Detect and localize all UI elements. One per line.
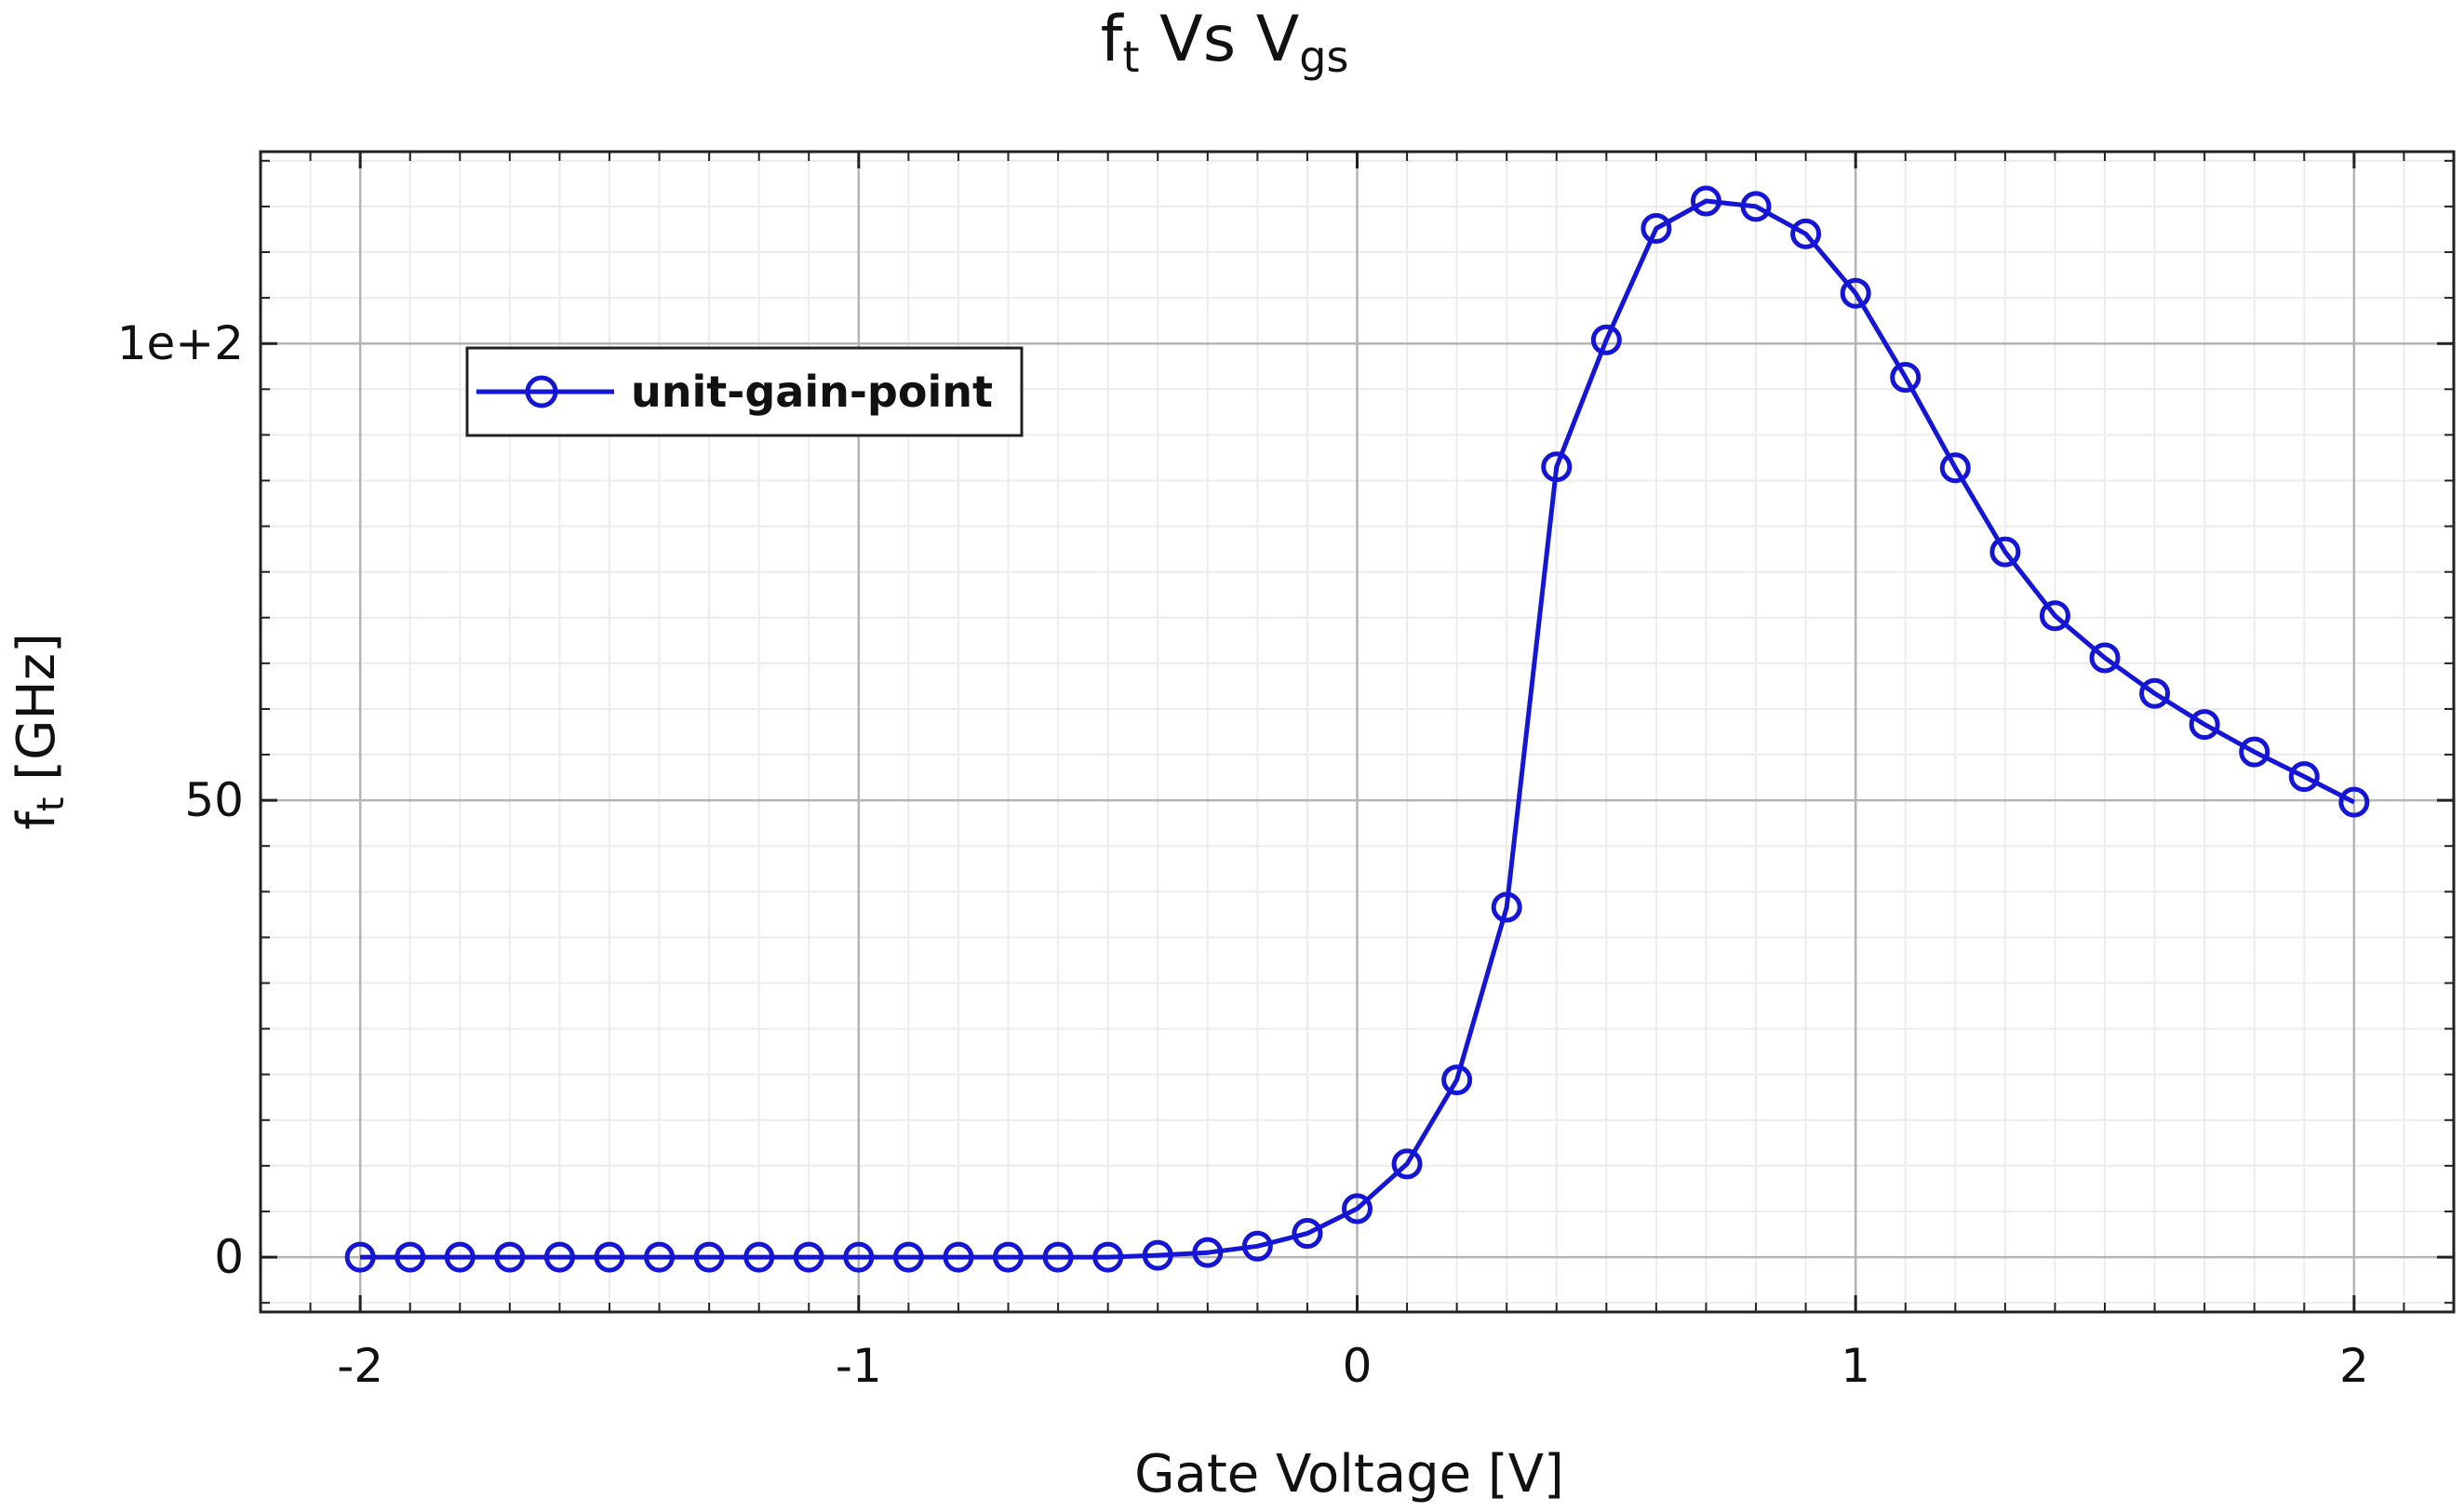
data-point <box>2239 736 2270 768</box>
data-point <box>1890 362 1922 394</box>
chart-title-main: f <box>1101 3 1125 76</box>
chart-title-main-sub: t <box>1123 32 1140 82</box>
data-point <box>1042 1241 1074 1273</box>
data-point <box>444 1241 475 1273</box>
data-point <box>1590 324 1622 355</box>
data-point <box>1142 1239 1173 1271</box>
y-tick-label: 50 <box>184 773 244 827</box>
data-point <box>1241 1230 1273 1262</box>
data-point <box>993 1241 1024 1273</box>
data-point <box>2139 677 2171 709</box>
data-point <box>1541 451 1573 483</box>
chart-title-mid: Vs V <box>1140 3 1300 76</box>
chart-title: ft Vs Vgs <box>1101 3 1349 82</box>
data-point <box>2189 709 2220 741</box>
y-tick-label: 1e+2 <box>117 316 244 370</box>
x-tick-labels: -2 -1 0 1 2 <box>337 1339 2369 1393</box>
data-point <box>793 1241 824 1273</box>
data-point <box>1292 1218 1323 1250</box>
data-point <box>1690 185 1721 217</box>
data-point <box>693 1241 725 1273</box>
x-axis-title: Gate Voltage [V] <box>1134 1444 1564 1505</box>
series-line <box>360 198 2356 1260</box>
data-point <box>2338 786 2370 818</box>
data-point <box>1092 1241 1124 1273</box>
y-tick-labels: 0 50 1e+2 <box>117 316 244 1284</box>
series-layer <box>344 185 2370 1273</box>
data-point <box>2288 761 2320 793</box>
data-point <box>2039 600 2070 632</box>
plot-frame <box>259 150 2456 1314</box>
data-point <box>1391 1148 1423 1180</box>
y-axis-title-main: f <box>7 810 67 830</box>
data-point <box>594 1241 625 1273</box>
x-tick-label: 0 <box>1343 1339 1373 1393</box>
data-point <box>943 1241 974 1273</box>
data-point <box>494 1241 526 1273</box>
legend-series-label: unit-gain-point <box>631 367 993 417</box>
x-tick-label: -1 <box>836 1339 882 1393</box>
data-point <box>892 1241 924 1273</box>
data-point <box>1740 191 1772 222</box>
data-point <box>1790 218 1822 249</box>
data-point <box>1342 1193 1373 1224</box>
chart-title-end-sub: gs <box>1299 32 1348 82</box>
y-axis-title: ft [GHz] <box>7 633 73 830</box>
data-point <box>1441 1064 1473 1096</box>
x-tick-label: 1 <box>1841 1339 1870 1393</box>
x-tick-label: -2 <box>337 1339 383 1393</box>
x-tick-label: 2 <box>2339 1339 2369 1393</box>
data-point <box>344 1241 376 1273</box>
y-axis-title-sub: t <box>30 797 73 812</box>
data-point <box>1840 277 1871 309</box>
data-point <box>1939 452 1971 484</box>
y-axis-title-rest: [GHz] <box>7 633 67 796</box>
data-point <box>2089 642 2121 674</box>
data-point <box>1640 212 1672 244</box>
y-tick-label: 0 <box>214 1230 244 1284</box>
data-point <box>543 1241 575 1273</box>
data-point <box>843 1241 875 1273</box>
data-point <box>395 1241 426 1273</box>
data-point <box>1989 536 2021 568</box>
data-point <box>743 1241 775 1273</box>
data-point <box>1192 1237 1224 1268</box>
legend-series-marker <box>525 375 558 408</box>
data-point <box>644 1241 676 1273</box>
legend: unit-gain-point <box>465 346 1024 437</box>
data-point <box>1491 891 1522 923</box>
